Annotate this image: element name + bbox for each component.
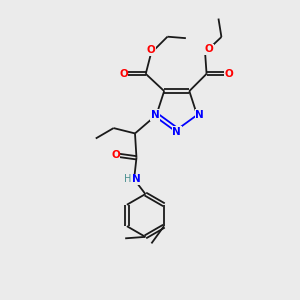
Text: O: O	[147, 45, 155, 55]
Text: N: N	[151, 110, 159, 120]
Text: N: N	[132, 174, 141, 184]
Text: O: O	[119, 69, 128, 79]
Text: N: N	[172, 127, 181, 137]
Text: O: O	[224, 69, 233, 79]
Text: H: H	[124, 174, 131, 184]
Text: N: N	[195, 110, 204, 120]
Text: O: O	[205, 44, 213, 55]
Text: O: O	[111, 150, 120, 161]
